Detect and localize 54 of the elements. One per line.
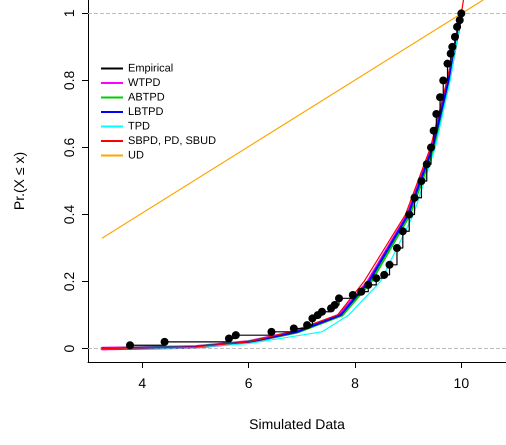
legend-label: SBPD, PD, SBUD xyxy=(128,135,216,147)
point xyxy=(290,324,298,332)
point xyxy=(417,177,426,185)
x-tick-label: 6 xyxy=(244,375,253,391)
point xyxy=(126,341,134,350)
y-axis-title: Pr.(X ≤ x) xyxy=(11,152,27,210)
point xyxy=(267,328,276,336)
point xyxy=(448,42,456,51)
legend-label: UD xyxy=(128,150,144,162)
point xyxy=(457,9,466,18)
point xyxy=(357,288,366,296)
point xyxy=(330,301,339,310)
point xyxy=(398,227,407,236)
point xyxy=(364,280,372,289)
x-tick-label: 10 xyxy=(454,375,470,391)
point xyxy=(386,260,394,269)
y-tick-label: 0.8 xyxy=(61,70,77,90)
point xyxy=(392,244,401,252)
point xyxy=(439,76,448,84)
point xyxy=(405,210,414,219)
point xyxy=(348,290,357,299)
point xyxy=(410,194,419,202)
point xyxy=(308,314,316,322)
point xyxy=(380,270,388,279)
point xyxy=(318,308,326,316)
point xyxy=(224,334,233,343)
point xyxy=(232,331,240,340)
point xyxy=(427,143,436,152)
point xyxy=(450,32,459,41)
legend-label: Empirical xyxy=(128,62,174,74)
x-tick-label: 4 xyxy=(138,375,146,391)
x-axis-title: Simulated Data xyxy=(249,416,346,432)
y-tick-label: 0 xyxy=(61,344,77,352)
point xyxy=(335,294,344,302)
legend-label: LBTPD xyxy=(128,106,164,118)
point xyxy=(446,50,455,58)
point xyxy=(372,274,380,282)
point xyxy=(430,126,438,135)
y-tick-label: 1 xyxy=(61,9,77,18)
point xyxy=(444,60,452,68)
point xyxy=(422,160,431,168)
y-tick-label: 0.4 xyxy=(61,204,77,224)
point xyxy=(160,338,169,346)
point xyxy=(456,16,464,24)
legend-label: ABTPD xyxy=(128,92,165,104)
x-tick-label: 8 xyxy=(351,375,360,391)
legend-label: WTPD xyxy=(128,77,160,89)
point xyxy=(303,321,312,330)
point xyxy=(453,22,462,31)
y-tick-label: 0.6 xyxy=(61,138,77,158)
y-tick-label: 0.2 xyxy=(61,272,77,292)
legend-label: TPD xyxy=(128,120,150,132)
point xyxy=(432,110,440,118)
point xyxy=(436,93,444,102)
